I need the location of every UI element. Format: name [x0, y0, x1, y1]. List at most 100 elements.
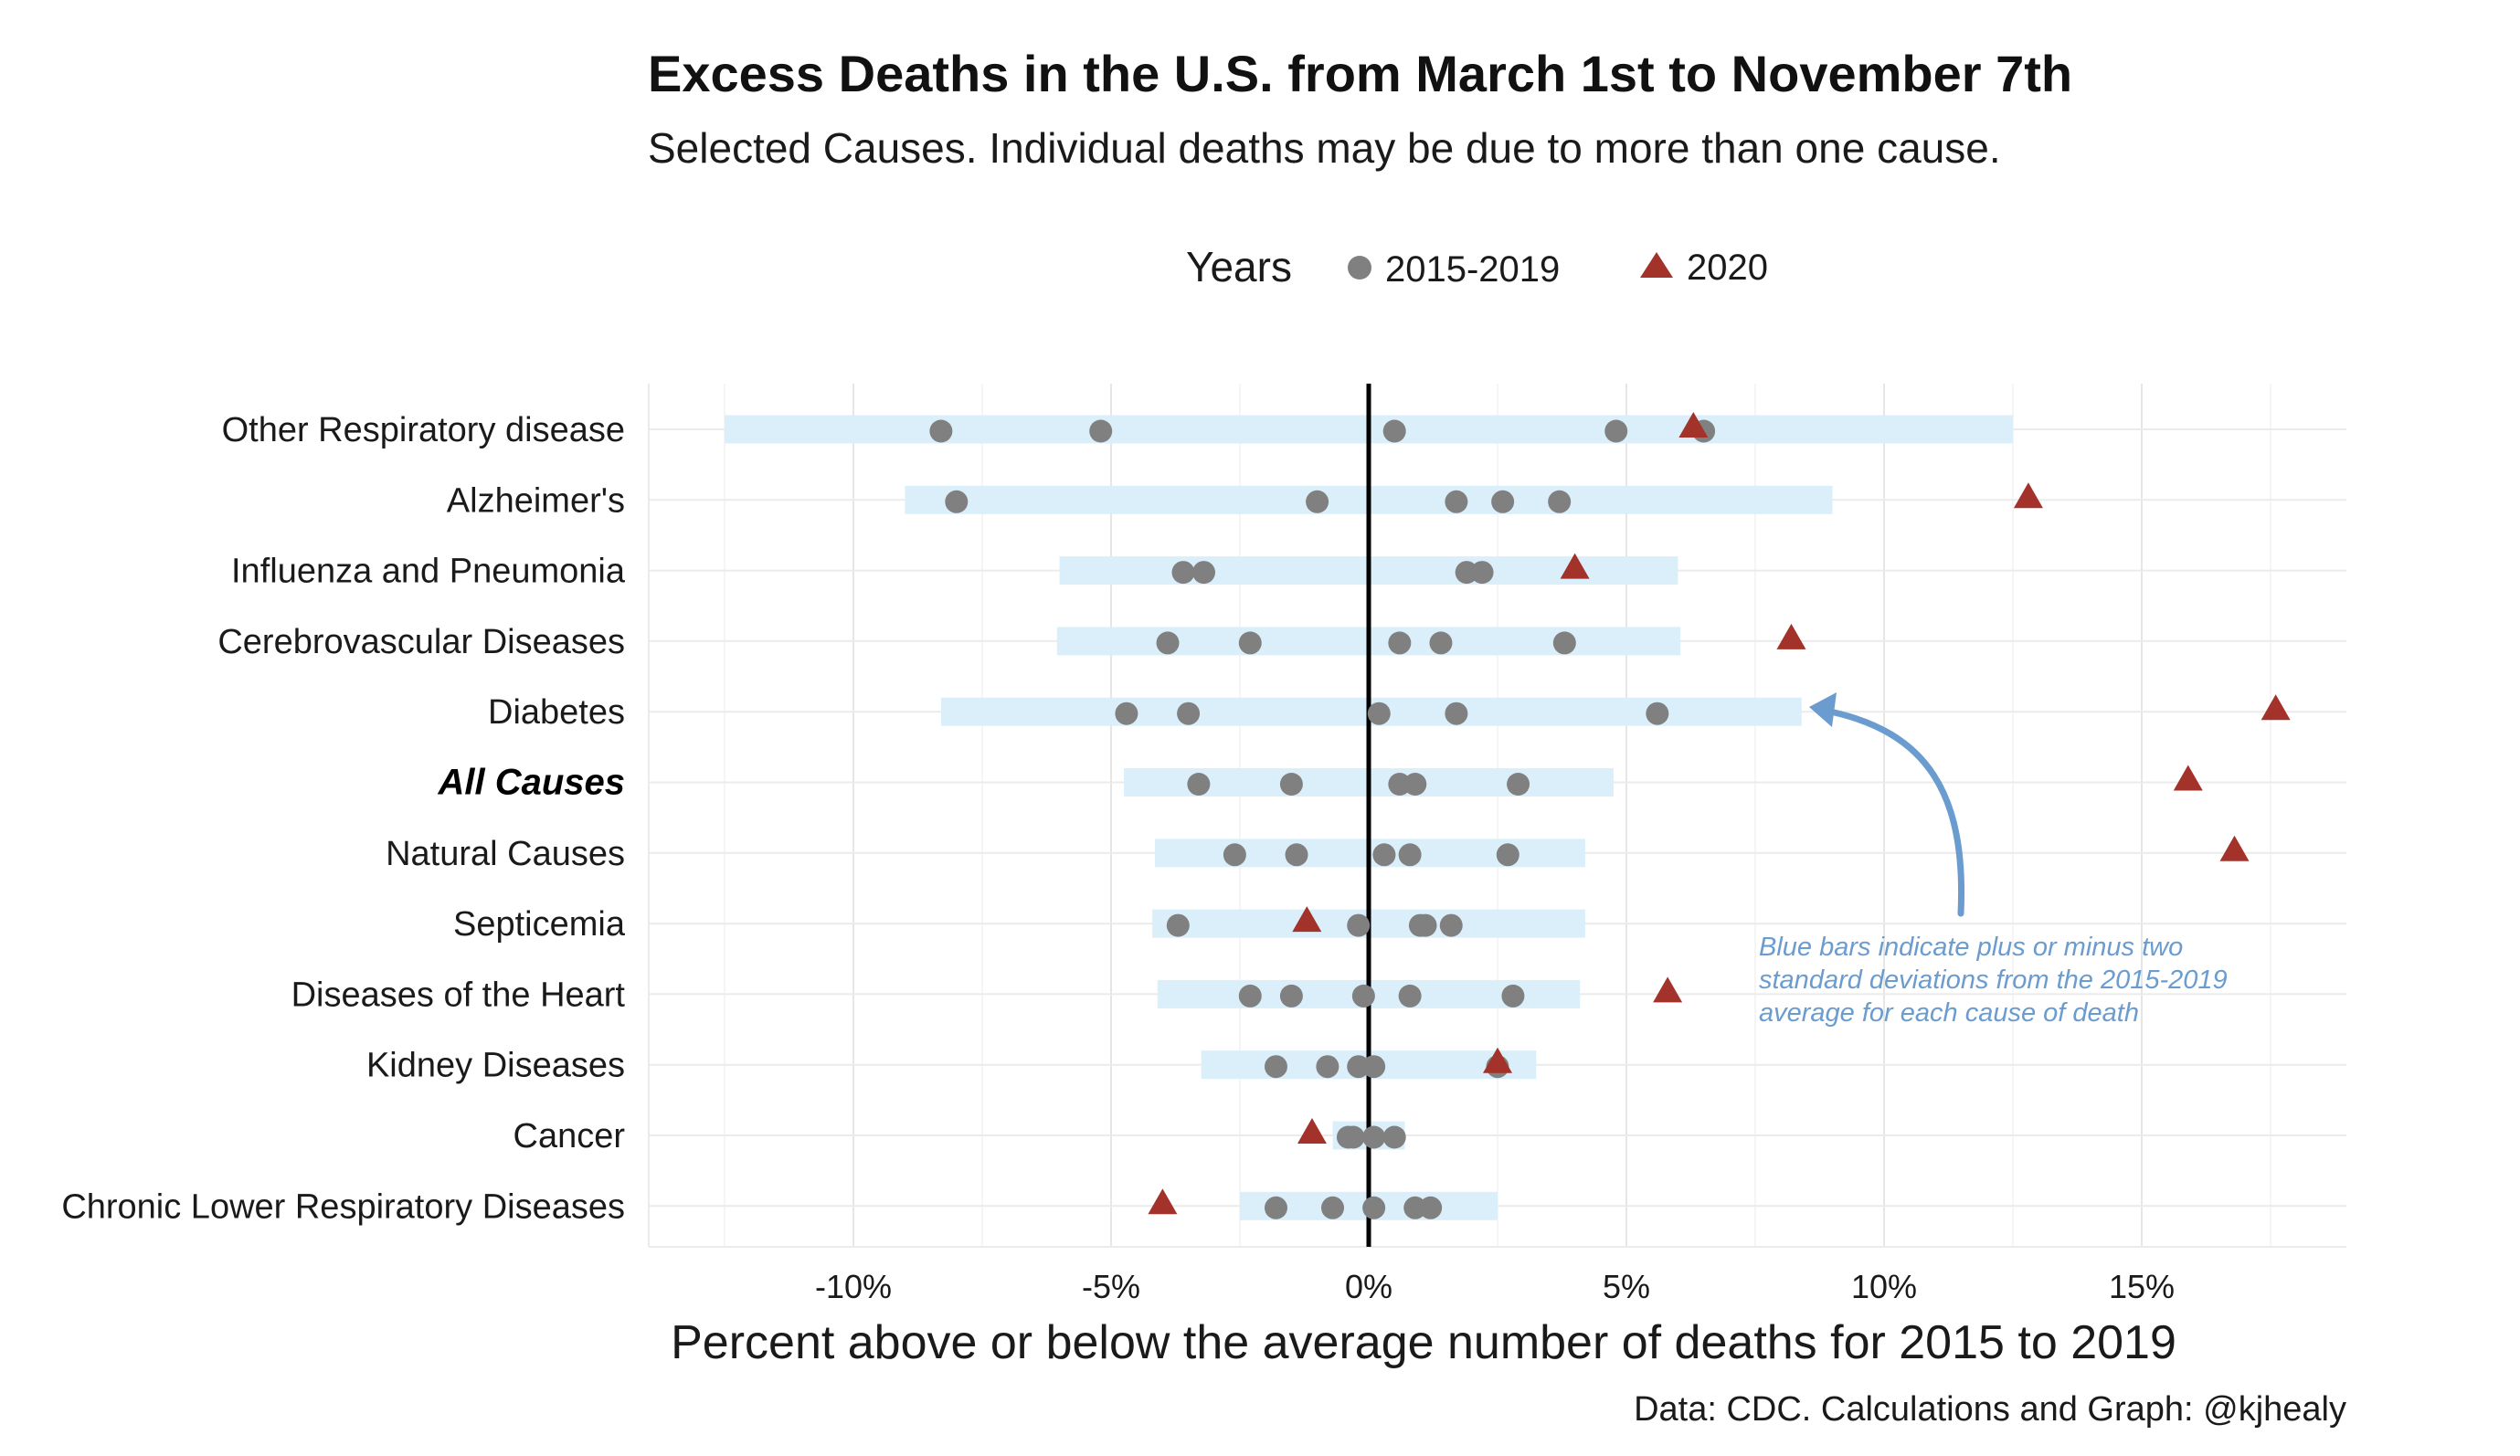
point-2020	[2219, 835, 2250, 861]
baseline-point	[1192, 561, 1216, 585]
annotation-arrow-curve	[1822, 707, 1965, 917]
baseline-point	[1223, 843, 1246, 867]
annotation-line-2: standard deviations from the 2015-2019	[1759, 965, 2228, 995]
x-tick-label: 5%	[1603, 1268, 1650, 1305]
baseline-point	[929, 419, 953, 443]
baseline-point	[945, 490, 969, 513]
baseline-point	[1362, 1055, 1386, 1079]
annotation-arrow-head	[1809, 692, 1837, 727]
baseline-point	[1321, 1196, 1345, 1219]
baseline-point	[1382, 1125, 1406, 1149]
category-label: Diabetes	[488, 693, 625, 732]
baseline-point	[1646, 702, 1669, 725]
baseline-point	[1166, 913, 1190, 937]
baseline-point	[1362, 1125, 1386, 1149]
annotation-line-1: Blue bars indicate plus or minus two	[1759, 933, 2183, 962]
category-label-highlight: All Causes	[437, 763, 625, 803]
annotation: Blue bars indicate plus or minus two sta…	[1759, 692, 2228, 1028]
baseline-point	[1351, 984, 1375, 1008]
point-2020	[1297, 1118, 1327, 1144]
chart-caption: Data: CDC. Calculations and Graph: @kjhe…	[1634, 1390, 2346, 1429]
baseline-point	[1439, 913, 1463, 937]
baseline-point	[1367, 702, 1391, 725]
baseline-point	[1548, 490, 1572, 513]
legend-label-baseline: 2015-2019	[1385, 249, 1560, 290]
category-label: Cancer	[514, 1117, 626, 1155]
baseline-point	[1279, 773, 1303, 796]
category-label: Alzheimer's	[447, 481, 625, 520]
category-label: Septicemia	[453, 905, 626, 944]
legend-title: Years	[1186, 243, 1292, 290]
baseline-point	[1414, 913, 1437, 937]
baseline-point	[1552, 631, 1576, 655]
baseline-point	[1316, 1055, 1339, 1079]
baseline-point	[1187, 773, 1211, 796]
baseline-point	[1501, 984, 1525, 1008]
baseline-point	[1089, 419, 1113, 443]
category-label: Chronic Lower Respiratory Diseases	[61, 1187, 625, 1226]
category-label: Diseases of the Heart	[291, 976, 626, 1014]
x-tick-labels: -10% -5% 0% 5% 10% 15%	[815, 1268, 2175, 1305]
point-2020	[1678, 412, 1709, 438]
category-label: Kidney Diseases	[366, 1047, 625, 1085]
x-tick-label: 0%	[1345, 1268, 1392, 1305]
baseline-point	[1382, 419, 1406, 443]
point-2020	[1653, 976, 1683, 1003]
baseline-point	[1238, 631, 1262, 655]
baseline-point	[1403, 773, 1427, 796]
baseline-point	[1398, 843, 1422, 867]
baseline-point	[1341, 1125, 1365, 1149]
baseline-point	[1419, 1196, 1443, 1219]
legend: Years 2015-2019 2020	[1186, 243, 1768, 290]
point-2020	[1776, 623, 1806, 649]
baseline-point	[1491, 490, 1515, 513]
baseline-point	[1445, 702, 1468, 725]
plot-area	[648, 384, 2346, 1248]
baseline-point	[1496, 843, 1519, 867]
annotation-line-3: average for each cause of death	[1759, 998, 2139, 1028]
category-label: Influenza and Pneumonia	[231, 553, 626, 591]
baseline-point	[1306, 490, 1329, 513]
point-2020	[2261, 694, 2291, 721]
category-label: Other Respiratory disease	[222, 411, 625, 449]
baseline-point	[1171, 561, 1195, 585]
category-labels: Other Respiratory disease Alzheimer's Infl…	[61, 411, 626, 1226]
baseline-point	[1264, 1055, 1287, 1079]
points-2020	[1148, 412, 2291, 1215]
legend-circle-marker	[1348, 256, 1371, 280]
x-tick-label: -5%	[1082, 1268, 1140, 1305]
point-2020	[1483, 1047, 1512, 1073]
point-2020	[2173, 765, 2203, 791]
baseline-point	[1429, 631, 1453, 655]
baseline-point	[1470, 561, 1494, 585]
point-2020	[1292, 906, 1322, 933]
baseline-point	[1115, 702, 1138, 725]
baseline-point	[1604, 419, 1628, 443]
x-tick-label: 15%	[2109, 1268, 2175, 1305]
baseline-points	[929, 419, 1716, 1219]
baseline-point	[1285, 843, 1308, 867]
point-2020	[1560, 553, 1590, 579]
x-tick-label: -10%	[815, 1268, 892, 1305]
baseline-point	[1264, 1196, 1287, 1219]
baseline-point	[1156, 631, 1180, 655]
chart-title: Excess Deaths in the U.S. from March 1st…	[648, 45, 2072, 102]
baseline-point	[1238, 984, 1262, 1008]
baseline-point	[1279, 984, 1303, 1008]
baseline-point	[1372, 843, 1396, 867]
x-tick-label: 10%	[1851, 1268, 1917, 1305]
legend-triangle-marker	[1640, 252, 1673, 278]
baseline-point	[1388, 631, 1412, 655]
baseline-point	[1445, 490, 1468, 513]
baseline-point	[1398, 984, 1422, 1008]
baseline-point	[1177, 702, 1201, 725]
baseline-point	[1347, 913, 1371, 937]
point-2020	[2013, 482, 2043, 509]
baseline-point	[1362, 1196, 1386, 1219]
x-axis-title: Percent above or below the average numbe…	[671, 1316, 2176, 1369]
category-label: Cerebrovascular Diseases	[217, 623, 625, 661]
chart-subtitle: Selected Causes. Individual deaths may b…	[648, 124, 2001, 172]
point-2020	[1148, 1188, 1178, 1215]
baseline-point	[1507, 773, 1530, 796]
